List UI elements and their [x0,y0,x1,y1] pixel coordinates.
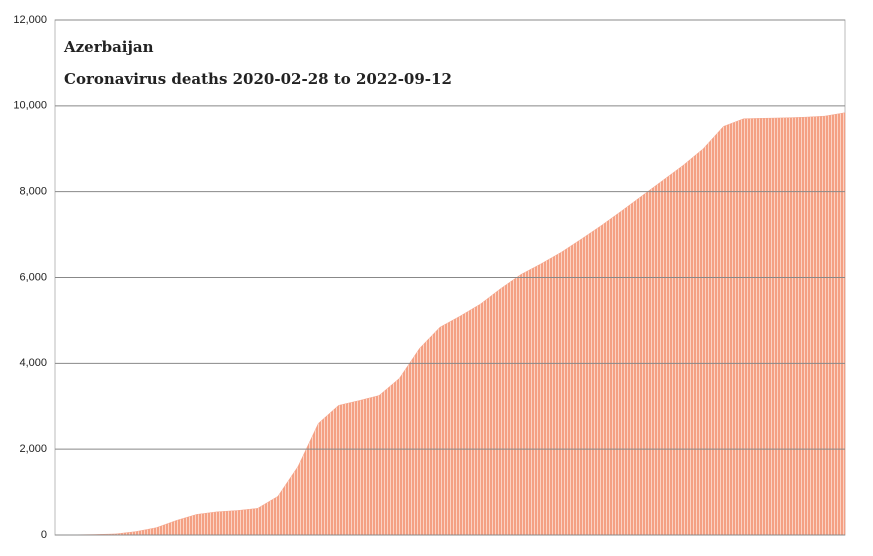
chart-title: Azerbaijan [63,38,154,56]
y-tick-label: 8,000 [19,186,47,198]
chart-subtitle: Coronavirus deaths 2020-02-28 to 2022-09… [64,70,452,88]
y-tick-label: 0 [41,529,47,541]
y-tick-label: 6,000 [19,271,47,283]
y-tick-label: 12,000 [13,14,47,26]
area [54,112,846,536]
data [54,112,846,536]
y-tick-label: 4,000 [19,357,47,369]
y-tick-label: 2,000 [19,443,47,455]
grid [55,19,845,536]
y-tick-label: 10,000 [13,100,47,112]
